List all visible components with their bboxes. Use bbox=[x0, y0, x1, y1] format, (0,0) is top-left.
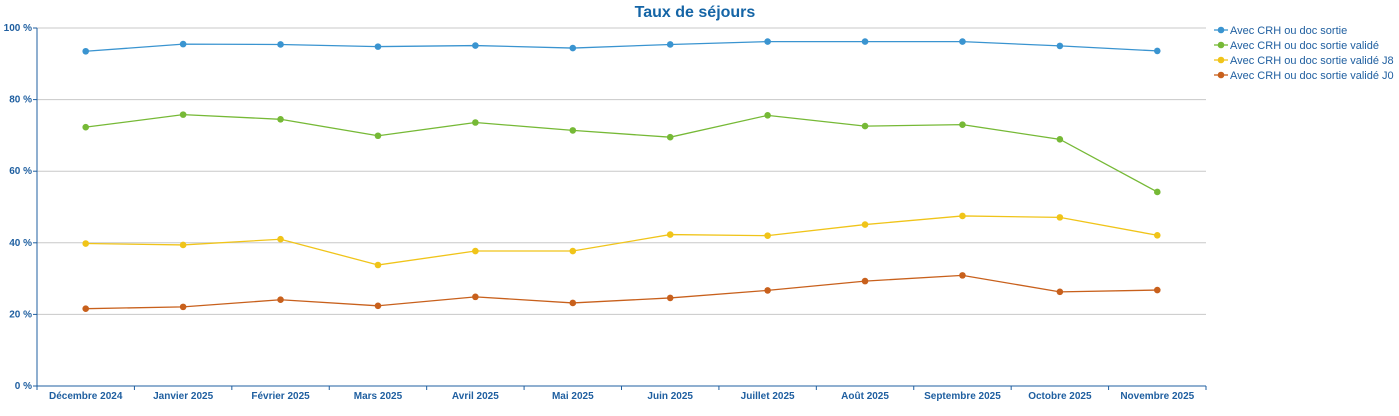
x-tick-label: Janvier 2025 bbox=[153, 391, 213, 402]
data-point bbox=[277, 296, 284, 304]
data-point bbox=[666, 41, 674, 48]
series-3 bbox=[82, 272, 1161, 312]
data-point bbox=[1056, 288, 1064, 296]
series-2 bbox=[82, 212, 1161, 269]
data-point bbox=[82, 240, 90, 247]
data-point bbox=[1153, 47, 1161, 55]
series-1 bbox=[82, 111, 1161, 196]
data-point bbox=[569, 247, 577, 255]
data-point bbox=[569, 127, 577, 134]
data-point bbox=[1153, 231, 1161, 239]
data-point bbox=[179, 40, 187, 48]
data-point bbox=[374, 261, 382, 269]
x-tick-label: Juin 2025 bbox=[647, 391, 693, 402]
legend-item: Avec CRH ou doc sortie bbox=[1214, 25, 1347, 37]
data-point bbox=[1056, 214, 1064, 221]
data-point bbox=[277, 235, 284, 243]
data-point bbox=[179, 241, 187, 249]
y-tick-label: 0 % bbox=[15, 381, 32, 392]
x-tick-label: Novembre 2025 bbox=[1120, 391, 1194, 402]
data-point bbox=[277, 41, 284, 48]
x-tick-label: Décembre 2024 bbox=[49, 391, 123, 402]
data-point bbox=[764, 232, 771, 239]
legend-marker bbox=[1217, 71, 1225, 79]
data-point bbox=[277, 115, 284, 123]
x-tick-label: Mars 2025 bbox=[354, 391, 403, 402]
data-point bbox=[472, 119, 479, 126]
data-point bbox=[82, 305, 90, 312]
data-point bbox=[861, 221, 869, 228]
data-point bbox=[1056, 42, 1064, 50]
series-0 bbox=[82, 38, 1161, 55]
data-point bbox=[82, 123, 90, 131]
chart-title: Taux de séjours bbox=[635, 4, 756, 21]
data-point bbox=[1056, 136, 1064, 143]
data-point bbox=[1153, 188, 1161, 196]
data-point bbox=[82, 47, 90, 55]
data-point bbox=[666, 133, 674, 141]
series-group bbox=[82, 38, 1161, 312]
legend-item: Avec CRH ou doc sortie validé bbox=[1214, 40, 1379, 52]
legend-item: Avec CRH ou doc sortie validé J8 bbox=[1214, 55, 1394, 67]
y-tick-label: 40 % bbox=[9, 238, 32, 249]
data-point bbox=[764, 38, 771, 45]
data-point bbox=[959, 212, 966, 220]
data-point bbox=[569, 299, 577, 307]
data-point bbox=[861, 277, 869, 285]
y-tick-label: 80 % bbox=[9, 95, 32, 106]
x-tick-label: Mai 2025 bbox=[552, 391, 594, 402]
legend-label: Avec CRH ou doc sortie validé J0 bbox=[1230, 70, 1394, 82]
legend: Avec CRH ou doc sortie Avec CRH ou doc so… bbox=[1214, 25, 1394, 82]
data-point bbox=[179, 303, 187, 311]
data-point bbox=[472, 247, 479, 255]
y-tick-label: 60 % bbox=[9, 166, 32, 177]
x-tick-label: Septembre 2025 bbox=[924, 391, 1001, 402]
data-point bbox=[472, 42, 479, 49]
data-point bbox=[374, 132, 382, 140]
data-point bbox=[861, 122, 869, 130]
data-point bbox=[179, 111, 187, 118]
legend-marker bbox=[1217, 56, 1225, 64]
data-point bbox=[1153, 286, 1161, 294]
series-line bbox=[85, 274, 1158, 310]
x-tick-label: Octobre 2025 bbox=[1028, 391, 1092, 402]
data-point bbox=[569, 44, 577, 52]
x-tick-label: Avril 2025 bbox=[452, 391, 499, 402]
legend-label: Avec CRH ou doc sortie validé bbox=[1230, 40, 1379, 52]
series-line bbox=[85, 113, 1158, 193]
data-point bbox=[472, 293, 479, 301]
y-tick-label: 20 % bbox=[9, 309, 32, 320]
legend-label: Avec CRH ou doc sortie bbox=[1230, 25, 1347, 37]
legend-marker bbox=[1217, 26, 1225, 34]
data-point bbox=[764, 112, 771, 119]
legend-marker bbox=[1217, 41, 1225, 49]
data-point bbox=[374, 302, 382, 310]
data-point bbox=[666, 294, 674, 302]
data-point bbox=[666, 231, 674, 238]
data-point bbox=[959, 38, 966, 45]
x-tick-label: Février 2025 bbox=[251, 391, 310, 402]
y-tick-label: 100 % bbox=[4, 23, 32, 34]
series-line bbox=[85, 40, 1158, 52]
axes: 0 % 20 % 40 % 60 % 80 % 100 % Décembre 2024 Jan… bbox=[4, 23, 1207, 402]
data-point bbox=[959, 272, 966, 279]
legend-item: Avec CRH ou doc sortie validé J0 bbox=[1214, 70, 1394, 82]
data-point bbox=[861, 38, 869, 45]
legend-label: Avec CRH ou doc sortie validé J8 bbox=[1230, 55, 1394, 67]
x-tick-label: Juillet 2025 bbox=[741, 391, 795, 402]
grid-lines bbox=[37, 27, 1206, 315]
data-point bbox=[764, 287, 771, 294]
x-tick-label: Août 2025 bbox=[841, 391, 889, 402]
series-line bbox=[85, 215, 1158, 266]
data-point bbox=[374, 43, 382, 50]
data-point bbox=[959, 121, 966, 128]
